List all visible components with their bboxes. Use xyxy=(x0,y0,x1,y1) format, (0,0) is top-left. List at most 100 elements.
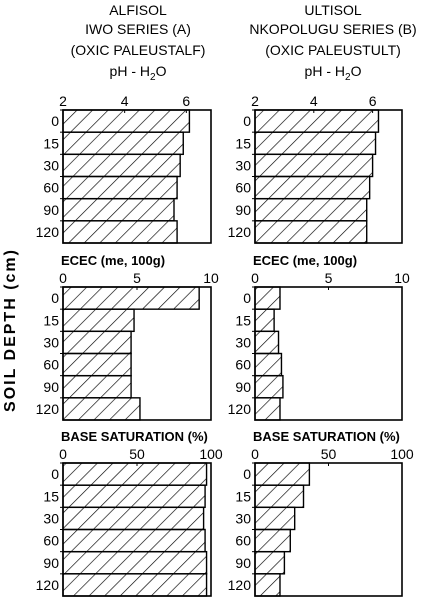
panel-title: BASE SATURATION (%) xyxy=(253,429,400,444)
chart-panel: 0 15 30 60 90 120 0 50 100 BASE SATURATION (%) xyxy=(228,429,414,597)
bar xyxy=(254,175,371,200)
depth-tick-label: 30 xyxy=(235,510,251,526)
bar xyxy=(62,153,181,178)
depth-tick-label: 15 xyxy=(43,312,59,328)
x-tick-label: 6 xyxy=(369,93,377,109)
depth-tick-label: 30 xyxy=(235,157,251,173)
header-line: ALFISOL xyxy=(109,2,167,18)
depth-tick-label: 0 xyxy=(243,290,251,306)
x-tick-label: 4 xyxy=(121,93,129,109)
depth-tick-label: 30 xyxy=(43,157,59,173)
depth-tick-label: 90 xyxy=(43,379,59,395)
header-line: ULTISOL xyxy=(304,2,362,18)
bar xyxy=(254,286,281,310)
x-tick-label: 5 xyxy=(133,270,141,286)
bar xyxy=(254,484,305,509)
panel-title: ECEC (me, 100g) xyxy=(61,253,165,268)
bar xyxy=(62,528,206,553)
bar xyxy=(62,330,132,355)
depth-tick-label: 0 xyxy=(243,113,251,129)
depth-tick-label: 30 xyxy=(235,334,251,350)
depth-tick-label: 60 xyxy=(43,357,59,373)
x-tick-label: 50 xyxy=(129,446,145,462)
depth-tick-label: 0 xyxy=(51,290,59,306)
bar xyxy=(254,109,380,133)
bar xyxy=(62,220,178,244)
x-tick-label: 50 xyxy=(321,446,337,462)
bar xyxy=(254,131,377,156)
x-tick-label: 10 xyxy=(203,270,219,286)
chart-panel: 0 15 30 60 90 120 2 4 6 xyxy=(36,93,212,244)
x-tick-label: 2 xyxy=(59,93,67,109)
x-tick-label: 0 xyxy=(59,270,67,286)
bar xyxy=(62,506,205,531)
header-alfisol: ALFISOL IWO SERIES (A) (OXIC PALEUSTALF)… xyxy=(71,2,206,83)
bar xyxy=(62,308,135,333)
depth-tick-label: 60 xyxy=(43,180,59,196)
depth-tick-label: 90 xyxy=(235,555,251,571)
depth-tick-label: 60 xyxy=(235,357,251,373)
depth-tick-label: 60 xyxy=(235,533,251,549)
chart-panel: 0 15 30 60 90 120 0 50 100 BASE SATURATION (%) xyxy=(36,429,223,597)
depth-tick-label: 90 xyxy=(43,555,59,571)
y-axis-label: SOIL DEPTH (cm) xyxy=(2,248,19,412)
bar xyxy=(62,462,208,486)
header-line: IWO SERIES (A) xyxy=(85,21,191,37)
header-line: (OXIC PALEUSTALF) xyxy=(71,42,206,58)
depth-tick-label: 120 xyxy=(36,401,60,417)
depth-tick-label: 120 xyxy=(228,401,252,417)
bar xyxy=(254,397,281,421)
depth-tick-label: 120 xyxy=(36,224,60,240)
x-tick-label: 0 xyxy=(59,446,67,462)
bar xyxy=(62,374,132,399)
depth-tick-label: 30 xyxy=(43,510,59,526)
x-tick-label: 4 xyxy=(310,93,318,109)
header-ultisol: ULTISOL NKOPOLUGU SERIES (B) (OXIC PALEU… xyxy=(249,2,416,83)
depth-tick-label: 90 xyxy=(235,202,251,218)
depth-tick-label: 15 xyxy=(43,135,59,151)
header-line: NKOPOLUGU SERIES (B) xyxy=(249,21,416,37)
bar xyxy=(254,573,281,597)
header-line: (OXIC PALEUSTULT) xyxy=(265,42,401,58)
bar xyxy=(62,175,178,200)
x-tick-label: 0 xyxy=(251,270,259,286)
depth-tick-label: 0 xyxy=(51,113,59,129)
bar xyxy=(62,131,184,156)
depth-tick-label: 15 xyxy=(235,312,251,328)
bar xyxy=(62,484,206,509)
bar xyxy=(254,330,280,355)
x-tick-label: 100 xyxy=(390,446,414,462)
depth-tick-label: 60 xyxy=(235,180,251,196)
bar xyxy=(62,573,208,597)
depth-tick-label: 60 xyxy=(43,533,59,549)
depth-tick-label: 30 xyxy=(43,334,59,350)
bar xyxy=(62,197,175,222)
bar xyxy=(254,506,296,531)
depth-tick-label: 120 xyxy=(228,577,252,593)
depth-tick-label: 0 xyxy=(51,466,59,482)
bar xyxy=(254,220,368,244)
chart-panel: 0 15 30 60 90 120 0 5 10 ECEC (me, 100g) xyxy=(228,253,410,421)
bar xyxy=(254,550,286,575)
chart-panel: 0 15 30 60 90 120 2 4 6 xyxy=(228,93,403,244)
bar xyxy=(254,374,284,399)
x-tick-label: 2 xyxy=(251,93,259,109)
depth-tick-label: 15 xyxy=(235,135,251,151)
ph-label: pH - H2O xyxy=(305,63,362,83)
x-tick-label: 6 xyxy=(182,93,190,109)
bar xyxy=(62,286,200,310)
x-tick-label: 5 xyxy=(325,270,333,286)
depth-tick-label: 90 xyxy=(235,379,251,395)
bar xyxy=(254,308,275,333)
panel-title: ECEC (me, 100g) xyxy=(253,253,357,268)
bar xyxy=(62,397,141,421)
depth-tick-label: 15 xyxy=(235,488,251,504)
x-tick-label: 100 xyxy=(199,446,223,462)
x-tick-label: 0 xyxy=(251,446,259,462)
depth-tick-label: 120 xyxy=(36,577,60,593)
depth-tick-label: 120 xyxy=(228,224,252,240)
x-tick-label: 10 xyxy=(394,270,410,286)
bar xyxy=(254,462,311,486)
